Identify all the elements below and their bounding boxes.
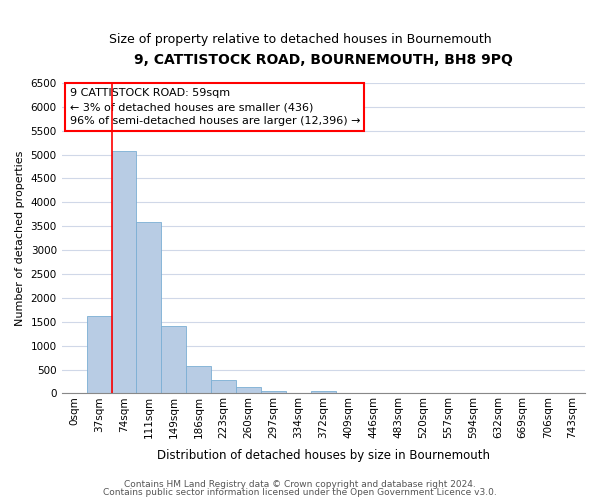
Y-axis label: Number of detached properties: Number of detached properties — [15, 150, 25, 326]
Bar — [161, 326, 186, 394]
Text: Size of property relative to detached houses in Bournemouth: Size of property relative to detached ho… — [109, 32, 491, 46]
Bar — [186, 366, 211, 394]
Text: Contains public sector information licensed under the Open Government Licence v3: Contains public sector information licen… — [103, 488, 497, 497]
Bar — [136, 222, 161, 394]
Bar — [261, 391, 286, 394]
Bar — [311, 391, 336, 394]
Bar — [236, 387, 261, 394]
Text: 9 CATTISTOCK ROAD: 59sqm
← 3% of detached houses are smaller (436)
96% of semi-d: 9 CATTISTOCK ROAD: 59sqm ← 3% of detache… — [70, 88, 360, 126]
Bar — [86, 316, 112, 394]
X-axis label: Distribution of detached houses by size in Bournemouth: Distribution of detached houses by size … — [157, 450, 490, 462]
Bar — [112, 151, 136, 394]
Text: Contains HM Land Registry data © Crown copyright and database right 2024.: Contains HM Land Registry data © Crown c… — [124, 480, 476, 489]
Title: 9, CATTISTOCK ROAD, BOURNEMOUTH, BH8 9PQ: 9, CATTISTOCK ROAD, BOURNEMOUTH, BH8 9PQ — [134, 52, 513, 66]
Bar — [211, 380, 236, 394]
